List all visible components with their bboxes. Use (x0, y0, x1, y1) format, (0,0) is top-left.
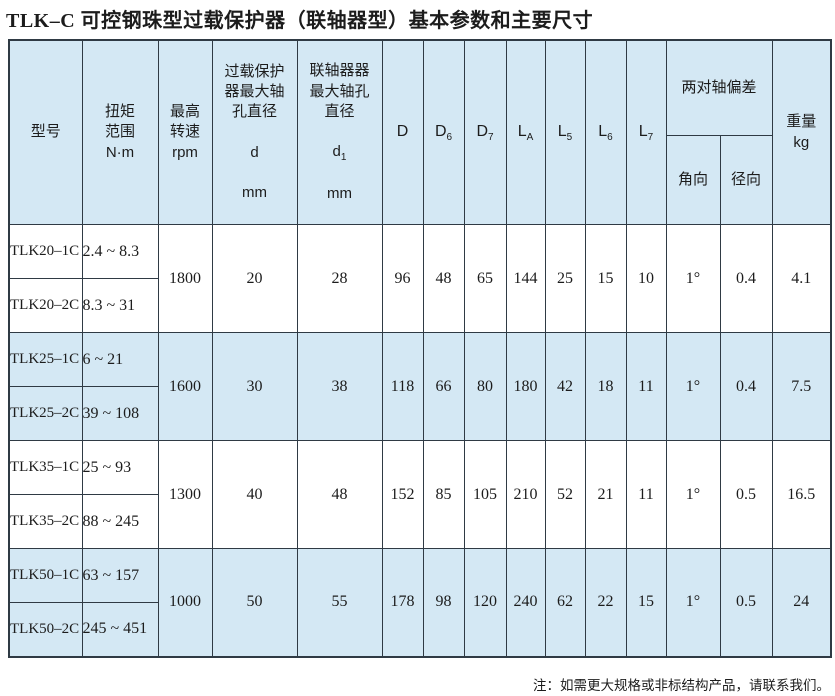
col-header-deviation: 两对轴偏差 (665, 39, 773, 136)
cell-model: TLK20–1C (8, 224, 83, 279)
cell-d1: 38 (296, 332, 383, 441)
cell-torque: 39 ~ 108 (81, 386, 159, 441)
cell-torque: 2.4 ~ 8.3 (81, 224, 159, 279)
cell-weight: 4.1 (771, 224, 832, 333)
cell-model: TLK50–1C (8, 548, 83, 603)
cell-D: 178 (381, 548, 424, 657)
cell-L6: 21 (584, 440, 627, 549)
cell-model: TLK20–2C (8, 278, 83, 333)
col-header-weight: 重量 kg (771, 39, 832, 225)
col-header-torque: 扭矩 范围 N·m (81, 39, 159, 225)
cell-D6: 66 (422, 332, 465, 441)
cell-L6: 18 (584, 332, 627, 441)
cell-radial: 0.4 (719, 332, 773, 441)
cell-d: 30 (211, 332, 298, 441)
col-header-radial: 径向 (719, 134, 773, 226)
cell-angular: 1° (665, 332, 721, 441)
cell-model: TLK25–1C (8, 332, 83, 387)
cell-model: TLK35–2C (8, 494, 83, 549)
cell-weight: 24 (771, 548, 832, 657)
cell-weight: 16.5 (771, 440, 832, 549)
cell-rpm: 1000 (157, 548, 213, 657)
cell-D6: 85 (422, 440, 465, 549)
cell-torque: 25 ~ 93 (81, 440, 159, 495)
cell-d1: 28 (296, 224, 383, 333)
protector-bore-symbol: d (250, 143, 259, 161)
col-header-angular: 角向 (665, 134, 721, 226)
cell-torque: 88 ~ 245 (81, 494, 159, 549)
cell-radial: 0.4 (719, 224, 773, 333)
cell-D7: 120 (463, 548, 507, 657)
cell-d1: 55 (296, 548, 383, 657)
coupling-bore-symbol: d1 (332, 143, 347, 164)
col-header-protector-bore: 过载保护 器最大轴 孔直径 d mm (211, 39, 298, 225)
col-header-D: D (381, 39, 424, 225)
cell-LA: 210 (505, 440, 546, 549)
cell-rpm: 1300 (157, 440, 213, 549)
cell-L7: 11 (625, 332, 667, 441)
col-header-L7: L7 (625, 39, 667, 225)
cell-L5: 42 (544, 332, 586, 441)
cell-angular: 1° (665, 224, 721, 333)
cell-LA: 144 (505, 224, 546, 333)
coupling-bore-text: 联轴器器 最大轴孔 直径 (309, 62, 370, 120)
cell-torque: 8.3 ~ 31 (81, 278, 159, 333)
cell-d: 50 (211, 548, 298, 657)
cell-LA: 240 (505, 548, 546, 657)
col-header-coupling-bore: 联轴器器 最大轴孔 直径 d1 mm (296, 39, 383, 225)
cell-L7: 10 (625, 224, 667, 333)
cell-torque: 245 ~ 451 (81, 602, 159, 657)
cell-D: 118 (381, 332, 424, 441)
cell-L6: 22 (584, 548, 627, 657)
cell-L7: 11 (625, 440, 667, 549)
footnote: 注：如需更大规格或非标结构产品，请联系我们。 (533, 677, 830, 693)
cell-D7: 65 (463, 224, 507, 333)
cell-torque: 6 ~ 21 (81, 332, 159, 387)
cell-angular: 1° (665, 548, 721, 657)
cell-d: 40 (211, 440, 298, 549)
protector-bore-text: 过载保护 器最大轴 孔直径 (224, 62, 285, 121)
cell-d1: 48 (296, 440, 383, 549)
cell-D7: 105 (463, 440, 507, 549)
col-header-D6: D6 (422, 39, 465, 225)
cell-D: 152 (381, 440, 424, 549)
cell-D6: 48 (422, 224, 465, 333)
cell-model: TLK35–1C (8, 440, 83, 495)
cell-rpm: 1600 (157, 332, 213, 441)
cell-D: 96 (381, 224, 424, 333)
cell-radial: 0.5 (719, 440, 773, 549)
col-header-model: 型号 (8, 39, 83, 225)
col-header-L5: L5 (544, 39, 586, 225)
cell-weight: 7.5 (771, 332, 832, 441)
cell-L7: 15 (625, 548, 667, 657)
cell-L5: 52 (544, 440, 586, 549)
cell-model: TLK25–2C (8, 386, 83, 441)
spec-table: 型号 扭矩 范围 N·m 最高 转速 rpm 过载保护 器最大轴 孔直径 d m… (8, 39, 833, 658)
protector-bore-unit: mm (242, 184, 267, 202)
cell-radial: 0.5 (719, 548, 773, 657)
coupling-bore-unit: mm (327, 184, 352, 202)
cell-L5: 25 (544, 224, 586, 333)
cell-rpm: 1800 (157, 224, 213, 333)
page-title: TLK–C 可控钢珠型过载保护器（联轴器型）基本参数和主要尺寸 (6, 10, 594, 32)
cell-D6: 98 (422, 548, 465, 657)
col-header-LA: LA (505, 39, 546, 225)
cell-L6: 15 (584, 224, 627, 333)
col-header-speed: 最高 转速 rpm (157, 39, 213, 225)
col-header-L6: L6 (584, 39, 627, 225)
col-header-D7: D7 (463, 39, 507, 225)
cell-torque: 63 ~ 157 (81, 548, 159, 603)
cell-D7: 80 (463, 332, 507, 441)
cell-LA: 180 (505, 332, 546, 441)
cell-d: 20 (211, 224, 298, 333)
cell-model: TLK50–2C (8, 602, 83, 657)
cell-L5: 62 (544, 548, 586, 657)
cell-angular: 1° (665, 440, 721, 549)
